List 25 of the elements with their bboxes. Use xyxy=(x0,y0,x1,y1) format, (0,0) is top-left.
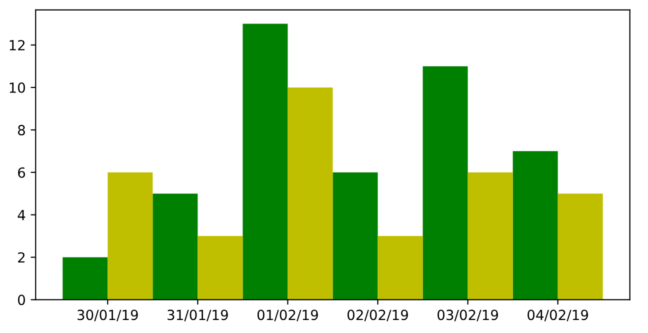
x-tick-label: 30/01/19 xyxy=(78,310,138,322)
bar xyxy=(198,236,243,300)
x-tick-label: 01/02/19 xyxy=(257,310,318,322)
bar xyxy=(108,172,153,300)
y-tick-label: 4 xyxy=(18,210,26,220)
bar xyxy=(422,66,468,300)
y-tick-label: 10 xyxy=(10,82,25,93)
x-tick-label: 02/02/19 xyxy=(347,310,408,322)
bar xyxy=(468,172,513,300)
bar xyxy=(558,194,603,300)
bar xyxy=(332,172,378,300)
x-tick-label: 31/01/19 xyxy=(168,310,228,322)
bar xyxy=(242,24,288,300)
bar xyxy=(152,194,198,300)
y-tick-label: 2 xyxy=(18,252,25,263)
y-tick-label: 0 xyxy=(18,294,25,306)
x-tick-label: 04/02/19 xyxy=(528,310,588,322)
y-tick-label: 12 xyxy=(10,40,25,50)
bar xyxy=(62,257,108,300)
y-tick-label: 6 xyxy=(18,167,26,178)
bar xyxy=(288,87,333,300)
x-tick-label: 03/02/19 xyxy=(438,310,498,322)
bar xyxy=(512,151,558,300)
y-tick-label: 8 xyxy=(18,124,25,136)
bar xyxy=(378,236,423,300)
